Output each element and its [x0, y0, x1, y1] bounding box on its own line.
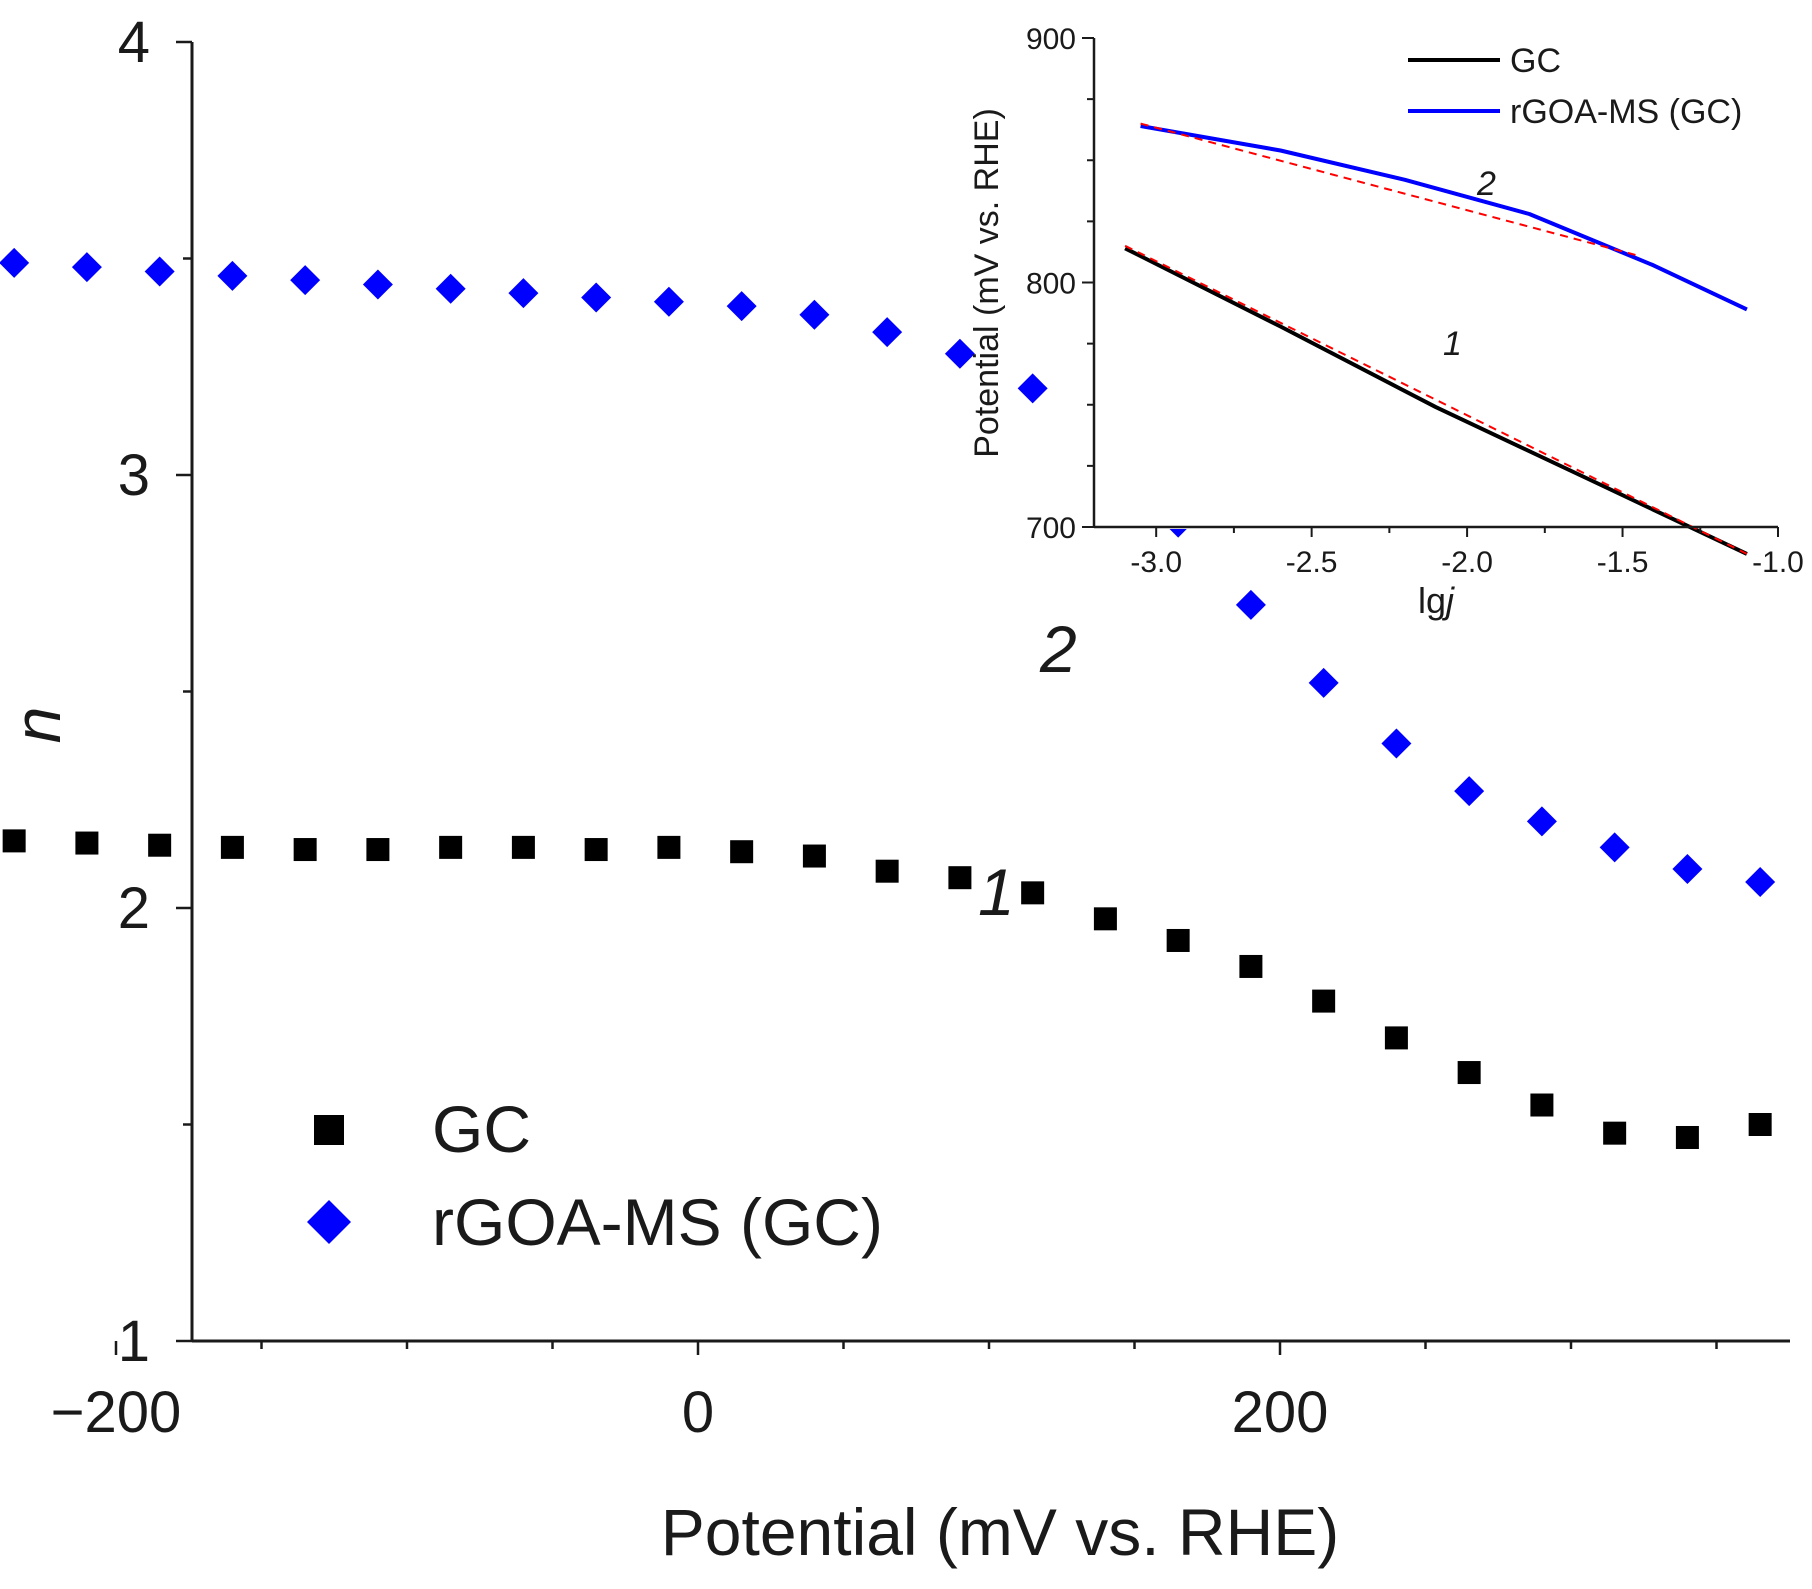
rgoa-point — [581, 282, 612, 313]
gc-point — [366, 838, 390, 862]
inset-chart: -3.0 -2.5 -2.0 -1.5 -1.0 700 800 900 Potential… — [968, 23, 1804, 621]
rgoa-point — [944, 338, 975, 369]
inset-x-tick-label: -3.0 — [1130, 546, 1182, 579]
inset-x-ticks: -3.0 -2.5 -2.0 -1.5 -1.0 — [1130, 527, 1804, 579]
inset-series-line — [1124, 246, 1748, 556]
inset-x-tick-label: -1.5 — [1597, 546, 1649, 579]
rgoa-point — [1381, 728, 1412, 759]
main-data-points — [0, 247, 1776, 1149]
main-x-ticks: −2000200400600 — [51, 1341, 1718, 1445]
rgoa-point — [0, 247, 30, 278]
inset-data-lines — [1124, 122, 1748, 556]
main-y-axis-label: n — [0, 707, 74, 744]
rgoa-point — [872, 317, 903, 348]
inset-x-axis-label-text: lg — [1418, 580, 1446, 621]
main-y-ticks: 1 2 3 4 — [118, 10, 192, 1374]
rgoa-point — [799, 299, 830, 330]
inset-fit-line — [1140, 122, 1639, 257]
gc-point — [75, 831, 99, 855]
inset-x-axis-label: lgj — [1418, 580, 1455, 621]
rgoa-point — [508, 278, 539, 309]
rgoa-point — [1017, 373, 1048, 404]
gc-point — [1312, 989, 1336, 1013]
rgoa-point — [435, 273, 466, 304]
rgoa-point — [217, 260, 248, 291]
rgoa-point — [1235, 589, 1266, 620]
rgoa-point — [653, 286, 684, 317]
rgoa-point — [1526, 806, 1557, 837]
inset-y-tick-label: 800 — [1026, 268, 1076, 301]
inset-x-tick-label: -2.5 — [1286, 546, 1338, 579]
gc-point — [730, 840, 754, 864]
rgoa-point — [1308, 667, 1339, 698]
gc-point — [2, 829, 26, 853]
gc-point — [948, 866, 972, 890]
main-y-tick-label: 3 — [118, 443, 150, 508]
gc-point — [1384, 1026, 1408, 1050]
inset-y-ticks: 700 800 900 — [1026, 23, 1094, 545]
gc-point — [293, 838, 317, 862]
main-x-tick-label: −200 — [51, 1380, 182, 1445]
inset-background — [1090, 34, 1780, 529]
gc-point — [1530, 1093, 1554, 1117]
rgoa-point — [71, 252, 102, 283]
main-x-axis-label: Potential (mV vs. RHE) — [661, 1495, 1340, 1569]
gc-point — [1093, 907, 1117, 931]
rgoa-point — [726, 291, 757, 322]
inset-legend: GC rGOA-MS (GC) — [1408, 42, 1742, 131]
gc-point — [875, 859, 899, 883]
gc-point — [1021, 881, 1045, 905]
inset-x-tick-label: -2.0 — [1441, 546, 1493, 579]
inset-y-axis-label: Potential (mV vs. RHE) — [968, 108, 1006, 458]
rgoa-point — [144, 256, 175, 287]
inset-series-1-number-label: 1 — [1443, 325, 1462, 363]
gc-point — [584, 838, 608, 862]
main-y-tick-label: 2 — [118, 876, 150, 941]
main-legend: GC rGOA-MS (GC) — [307, 1092, 883, 1259]
gc-point — [802, 844, 826, 868]
gc-point — [511, 835, 535, 859]
inset-series-2-number-label: 2 — [1476, 165, 1496, 203]
gc-point — [1166, 928, 1190, 952]
legend-gc-label: GC — [432, 1092, 531, 1166]
legend-gc-marker — [314, 1115, 344, 1145]
rgoa-point — [1454, 776, 1485, 807]
rgoa-point — [290, 265, 321, 296]
rgoa-point — [1599, 832, 1630, 863]
gc-point — [1603, 1121, 1627, 1145]
gc-point — [220, 835, 244, 859]
gc-point — [657, 835, 681, 859]
inset-series-line — [1140, 124, 1748, 312]
inset-legend-gc-label: GC — [1510, 42, 1561, 80]
gc-point — [1675, 1125, 1699, 1149]
series-2-number-label: 2 — [1039, 612, 1077, 686]
main-y-tick-label: 1 — [118, 1309, 150, 1374]
rgoa-point — [1672, 854, 1703, 885]
inset-x-tick-label: -1.0 — [1752, 546, 1804, 579]
gc-point — [1457, 1061, 1481, 1085]
inset-fit-line — [1124, 244, 1748, 555]
gc-point — [148, 833, 172, 857]
main-x-tick-label: 0 — [682, 1380, 714, 1445]
series-1-number-label: 1 — [978, 855, 1015, 929]
legend-rgoa-marker — [307, 1200, 351, 1244]
inset-y-tick-label: 900 — [1026, 23, 1076, 56]
rgoa-point — [1745, 867, 1776, 898]
gc-point — [1239, 954, 1263, 978]
inset-legend-rgoa-label: rGOA-MS (GC) — [1510, 93, 1742, 131]
main-x-tick-label: 200 — [1232, 1380, 1329, 1445]
main-y-tick-label: 4 — [118, 10, 150, 75]
rgoa-point — [362, 269, 393, 300]
legend-rgoa-label: rGOA-MS (GC) — [432, 1185, 883, 1259]
inset-y-tick-label: 700 — [1026, 512, 1076, 545]
gc-point — [1748, 1113, 1772, 1136]
gc-point — [439, 835, 463, 859]
